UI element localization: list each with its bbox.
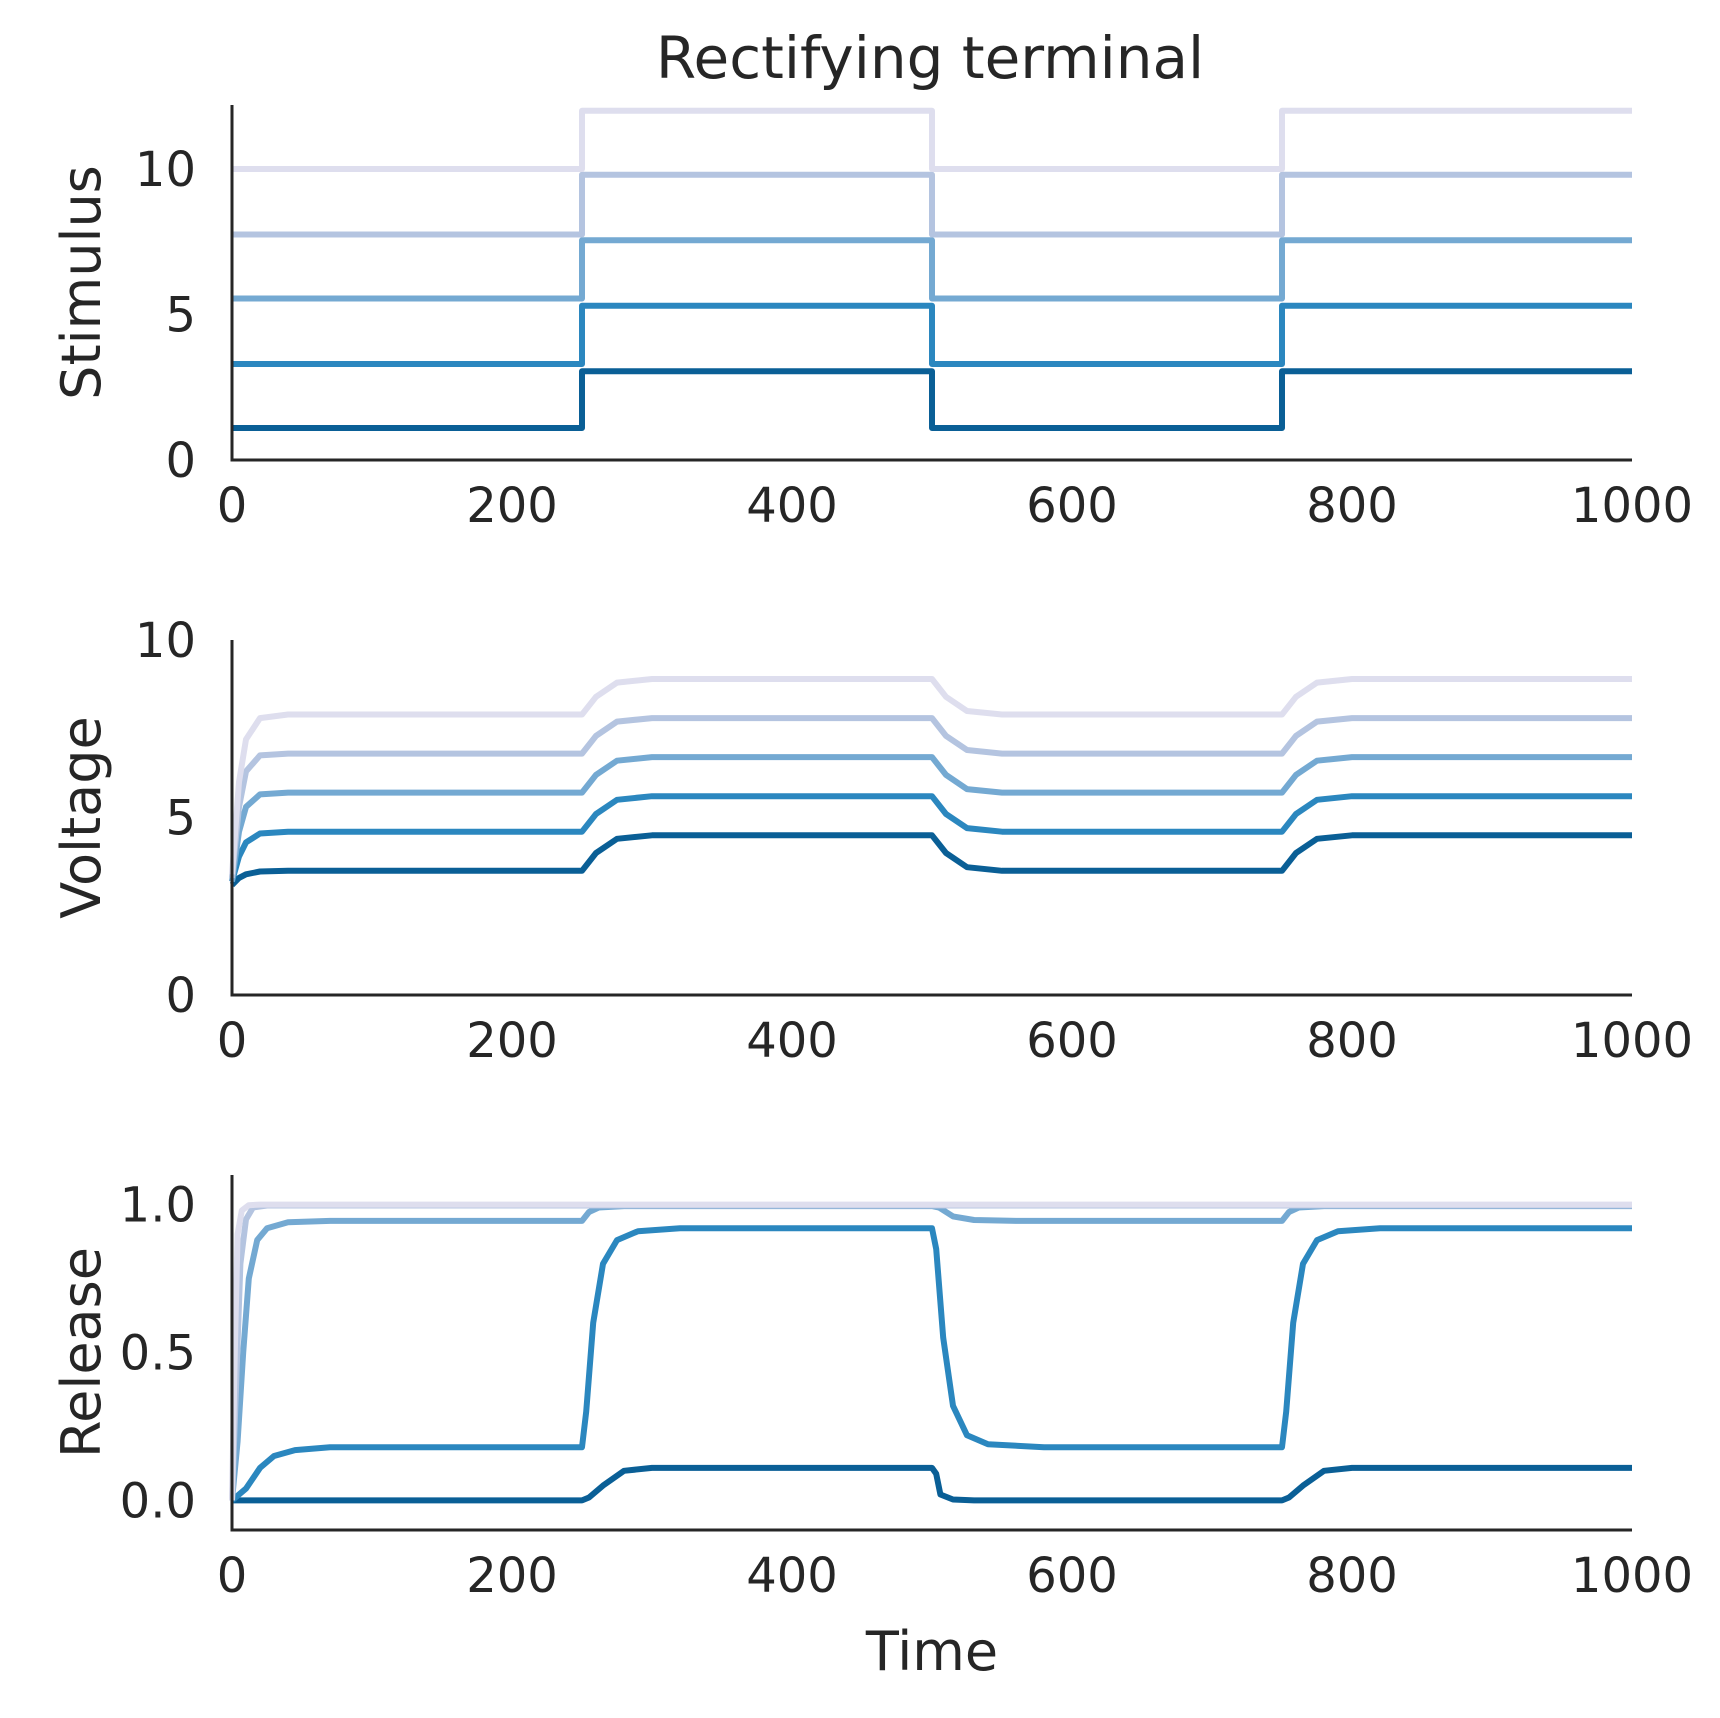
release-y-tick-label: 1.0	[120, 1178, 196, 1234]
stimulus-series-line-2	[232, 302, 1632, 367]
stimulus-x-tick-label: 400	[746, 478, 838, 534]
voltage-y-axis-label: Voltage	[50, 716, 113, 919]
stimulus-y-axis-label: Stimulus	[50, 165, 113, 400]
voltage-series-line-1	[229, 832, 1632, 888]
stimulus-series-line-4	[232, 171, 1632, 238]
voltage-series-line-4	[229, 715, 1632, 879]
stimulus-panel: 0 200 400 600 800 1000 0 5 10 Stimulus	[50, 105, 1693, 534]
voltage-y-tick-label: 5	[165, 791, 196, 847]
voltage-x-tick-label: 800	[1306, 1013, 1398, 1069]
release-x-tick-label: 200	[466, 1548, 558, 1604]
voltage-x-tick-label: 0	[217, 1013, 248, 1069]
release-series-line-1	[232, 1464, 1632, 1504]
release-y-tick-label: 0.5	[120, 1326, 196, 1382]
stimulus-x-tick-label: 600	[1026, 478, 1118, 534]
release-x-tick-label: 0	[217, 1548, 248, 1604]
voltage-series-line-3	[229, 754, 1632, 882]
voltage-y-tick-label: 0	[165, 968, 196, 1024]
release-series-line-2	[230, 1225, 1632, 1503]
release-x-tick-label: 800	[1306, 1548, 1398, 1604]
release-x-axis-label: Time	[865, 1620, 998, 1683]
stimulus-series-line-5	[232, 107, 1632, 172]
stimulus-y-tick-label: 5	[165, 288, 196, 344]
stimulus-y-tick-label: 0	[165, 433, 196, 489]
voltage-series-line-2	[229, 793, 1632, 883]
voltage-series-line-5	[229, 676, 1632, 875]
release-x-tick-label: 400	[746, 1548, 838, 1604]
stimulus-series-line-1	[232, 368, 1632, 431]
stimulus-x-tick-label: 1000	[1571, 478, 1693, 534]
release-y-tick-label: 0.0	[120, 1473, 196, 1529]
voltage-x-tick-label: 400	[746, 1013, 838, 1069]
voltage-x-tick-label: 600	[1026, 1013, 1118, 1069]
voltage-y-tick-label: 10	[135, 613, 196, 669]
stimulus-x-tick-label: 800	[1306, 478, 1398, 534]
release-x-tick-label: 1000	[1571, 1548, 1693, 1604]
stimulus-series-line-3	[232, 237, 1632, 302]
release-series-line-3	[229, 1203, 1632, 1501]
release-series-line-4	[229, 1202, 1632, 1501]
stimulus-y-tick-label: 10	[135, 142, 196, 198]
chart-title: Rectifying terminal	[656, 24, 1204, 92]
stimulus-x-tick-label: 0	[217, 478, 248, 534]
stimulus-x-tick-label: 200	[466, 478, 558, 534]
release-y-axis-label: Release	[50, 1247, 113, 1458]
release-x-tick-label: 600	[1026, 1548, 1118, 1604]
voltage-x-tick-label: 1000	[1571, 1013, 1693, 1069]
voltage-panel: 0 200 400 600 800 1000 0 5 10 Voltage	[50, 613, 1693, 1069]
release-series-line-5	[229, 1201, 1632, 1501]
voltage-x-tick-label: 200	[466, 1013, 558, 1069]
